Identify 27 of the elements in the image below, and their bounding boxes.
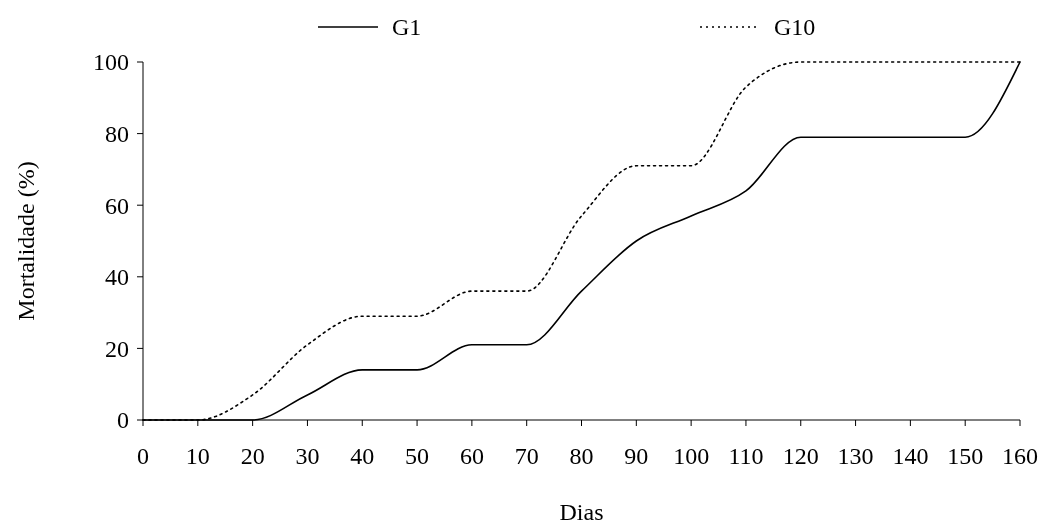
x-tick-label: 90 (624, 443, 649, 469)
x-tick-label: 80 (569, 443, 594, 469)
y-tick-label: 80 (105, 121, 129, 147)
x-tick-label: 140 (892, 443, 929, 469)
x-axis-title: Dias (559, 499, 604, 525)
y-tick-label: 60 (105, 192, 129, 219)
x-tick-label: 70 (514, 443, 539, 469)
y-axis-title: Mortalidade (%) (13, 161, 39, 321)
x-tick-label: 150 (947, 443, 984, 469)
x-tick-label: 110 (728, 443, 764, 469)
legend-label: G10 (774, 14, 816, 41)
y-tick-label: 40 (105, 264, 129, 291)
y-tick-label: 100 (93, 49, 129, 76)
legend-label: G1 (392, 14, 422, 41)
x-tick-label: 50 (405, 443, 430, 469)
x-tick-label: 120 (782, 443, 819, 469)
x-tick-label: 160 (1002, 443, 1038, 469)
x-tick-label: 60 (459, 443, 484, 469)
x-tick-label: 30 (295, 443, 320, 469)
y-tick-label: 20 (105, 335, 129, 362)
y-tick-label: 0 (117, 407, 129, 434)
x-tick-label: 130 (837, 443, 874, 469)
x-tick-label: 40 (350, 443, 375, 469)
x-tick-label: 100 (673, 443, 710, 469)
x-tick-label: 20 (240, 443, 265, 469)
x-tick-label: 10 (185, 443, 210, 469)
x-tick-label: 0 (137, 443, 149, 469)
